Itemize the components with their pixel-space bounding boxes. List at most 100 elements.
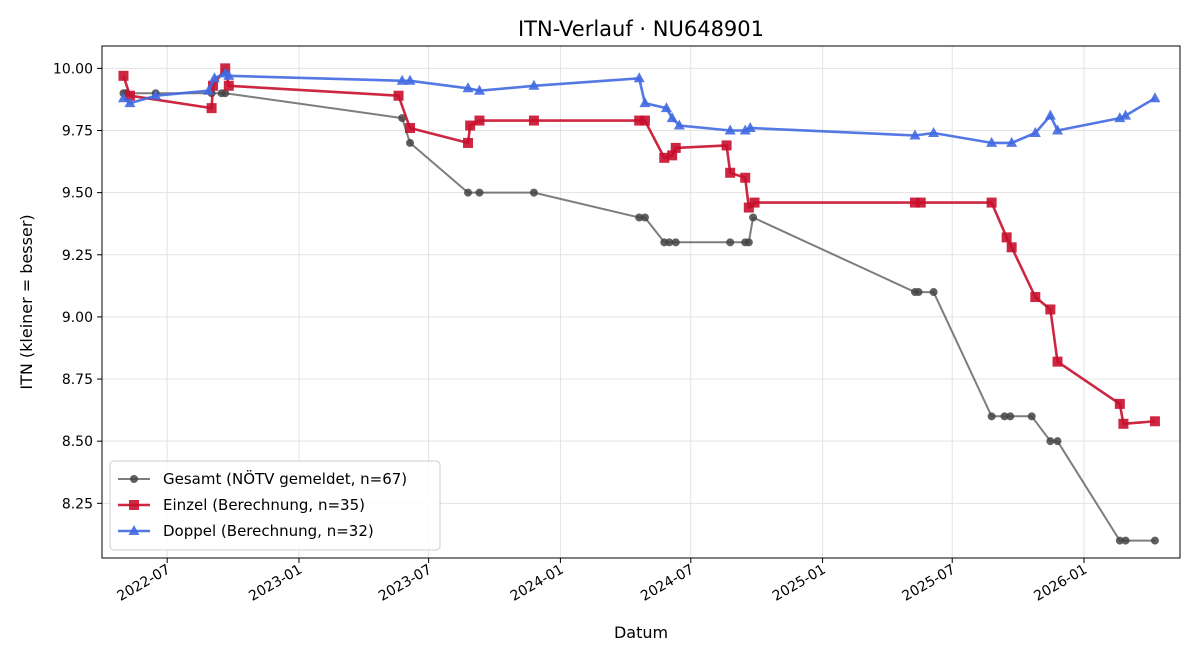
data-point-einzel (1006, 242, 1017, 253)
data-point-einzel (1001, 232, 1012, 243)
data-point-gesamt (640, 213, 649, 222)
data-point-einzel (1114, 398, 1125, 409)
data-point-doppel (203, 84, 215, 95)
data-point-gesamt (1000, 412, 1009, 421)
data-point-einzel (206, 103, 217, 114)
y-tick-label: 9.50 (62, 186, 93, 202)
series-layer (117, 63, 1161, 545)
data-point-doppel (1149, 92, 1161, 103)
data-point-gesamt (744, 238, 753, 247)
y-tick-label: 8.75 (62, 372, 93, 388)
data-point-einzel (634, 115, 645, 126)
data-point-gesamt (1121, 536, 1130, 545)
y-tick-label: 9.25 (62, 248, 93, 264)
data-point-doppel (986, 136, 998, 147)
data-point-einzel (465, 120, 476, 131)
data-point-gesamt (398, 114, 407, 123)
data-point-doppel (150, 89, 162, 100)
data-point-einzel (528, 115, 539, 126)
data-point-einzel (124, 90, 135, 101)
data-point-gesamt (406, 138, 414, 147)
data-point-gesamt (914, 288, 923, 297)
data-point-doppel (396, 74, 408, 85)
y-tick-label: 9.75 (62, 124, 93, 140)
legend-label-gesamt: Gesamt (NÖTV gemeldet, n=67) (163, 469, 407, 488)
data-point-doppel (1006, 136, 1018, 147)
data-point-doppel (1029, 126, 1041, 137)
series-einzel (118, 63, 1160, 429)
data-point-doppel (633, 72, 645, 83)
data-point-einzel (749, 197, 760, 208)
data-point-doppel (208, 72, 220, 83)
data-point-gesamt (929, 288, 938, 297)
y-tick-label: 9.00 (62, 310, 93, 326)
data-point-einzel (670, 142, 681, 153)
legend-marker-einzel (129, 500, 139, 510)
x-axis-label: Datum (614, 623, 668, 642)
data-point-einzel (915, 197, 926, 208)
data-point-einzel (1118, 418, 1129, 429)
grid (102, 46, 1180, 558)
legend-marker-gesamt (130, 475, 138, 483)
data-point-doppel (660, 102, 672, 113)
data-point-gesamt (1006, 412, 1015, 421)
data-point-einzel (743, 202, 754, 213)
data-point-doppel (223, 69, 235, 80)
data-point-doppel (473, 84, 485, 95)
data-point-doppel (724, 124, 736, 135)
data-point-gesamt (749, 213, 758, 222)
plot-frame (101, 45, 1181, 559)
data-point-doppel (666, 112, 678, 123)
data-point-einzel (1052, 356, 1063, 367)
data-point-doppel (124, 97, 136, 108)
y-tick-label: 8.25 (62, 496, 93, 512)
data-point-doppel (928, 126, 940, 137)
data-point-einzel (639, 115, 650, 126)
data-point-einzel (986, 197, 997, 208)
chart-title: ITN-Verlauf · NU648901 (518, 17, 764, 41)
data-point-gesamt (221, 89, 230, 98)
data-point-gesamt (1027, 412, 1036, 421)
legend-label-doppel: Doppel (Berechnung, n=32) (163, 522, 374, 540)
data-point-doppel (1044, 109, 1056, 120)
data-point-gesamt (464, 188, 473, 197)
y-tick-label: 10.00 (53, 61, 93, 77)
data-point-gesamt (1046, 437, 1055, 446)
data-point-gesamt (987, 412, 996, 421)
data-point-doppel (528, 79, 540, 90)
y-tick-label: 8.50 (62, 434, 93, 450)
data-point-einzel (393, 90, 404, 101)
data-point-einzel (909, 197, 920, 208)
data-point-einzel (1149, 416, 1160, 427)
legend-box (109, 460, 441, 551)
data-point-doppel (909, 129, 921, 140)
data-point-einzel (659, 152, 670, 163)
data-point-einzel (223, 80, 234, 91)
data-point-doppel (673, 119, 685, 130)
data-point-doppel (117, 92, 129, 103)
y-axis: 8.25 8.50 8.75 9.00 9.25 9.50 9.75 10.00 (53, 61, 102, 512)
series-doppel (117, 67, 1161, 147)
data-point-doppel (462, 82, 474, 93)
data-point-einzel (725, 167, 736, 178)
data-point-einzel (208, 80, 219, 91)
data-point-gesamt (1115, 536, 1124, 545)
data-point-gesamt (529, 188, 538, 197)
legend-label-einzel: Einzel (Berechnung, n=35) (163, 496, 365, 514)
data-point-einzel (1030, 292, 1041, 303)
data-point-einzel (721, 140, 732, 151)
data-point-gesamt (475, 188, 484, 197)
data-point-gesamt (671, 238, 680, 247)
data-point-einzel (474, 115, 485, 126)
data-point-doppel (1120, 109, 1132, 120)
data-point-einzel (118, 70, 129, 81)
legend-marker-doppel (128, 525, 140, 535)
data-point-einzel (1045, 304, 1056, 315)
data-point-einzel (740, 172, 751, 183)
data-point-einzel (405, 123, 415, 134)
data-point-doppel (639, 97, 651, 108)
y-axis-label: ITN (kleiner = besser) (17, 214, 36, 389)
data-point-einzel (667, 150, 678, 161)
